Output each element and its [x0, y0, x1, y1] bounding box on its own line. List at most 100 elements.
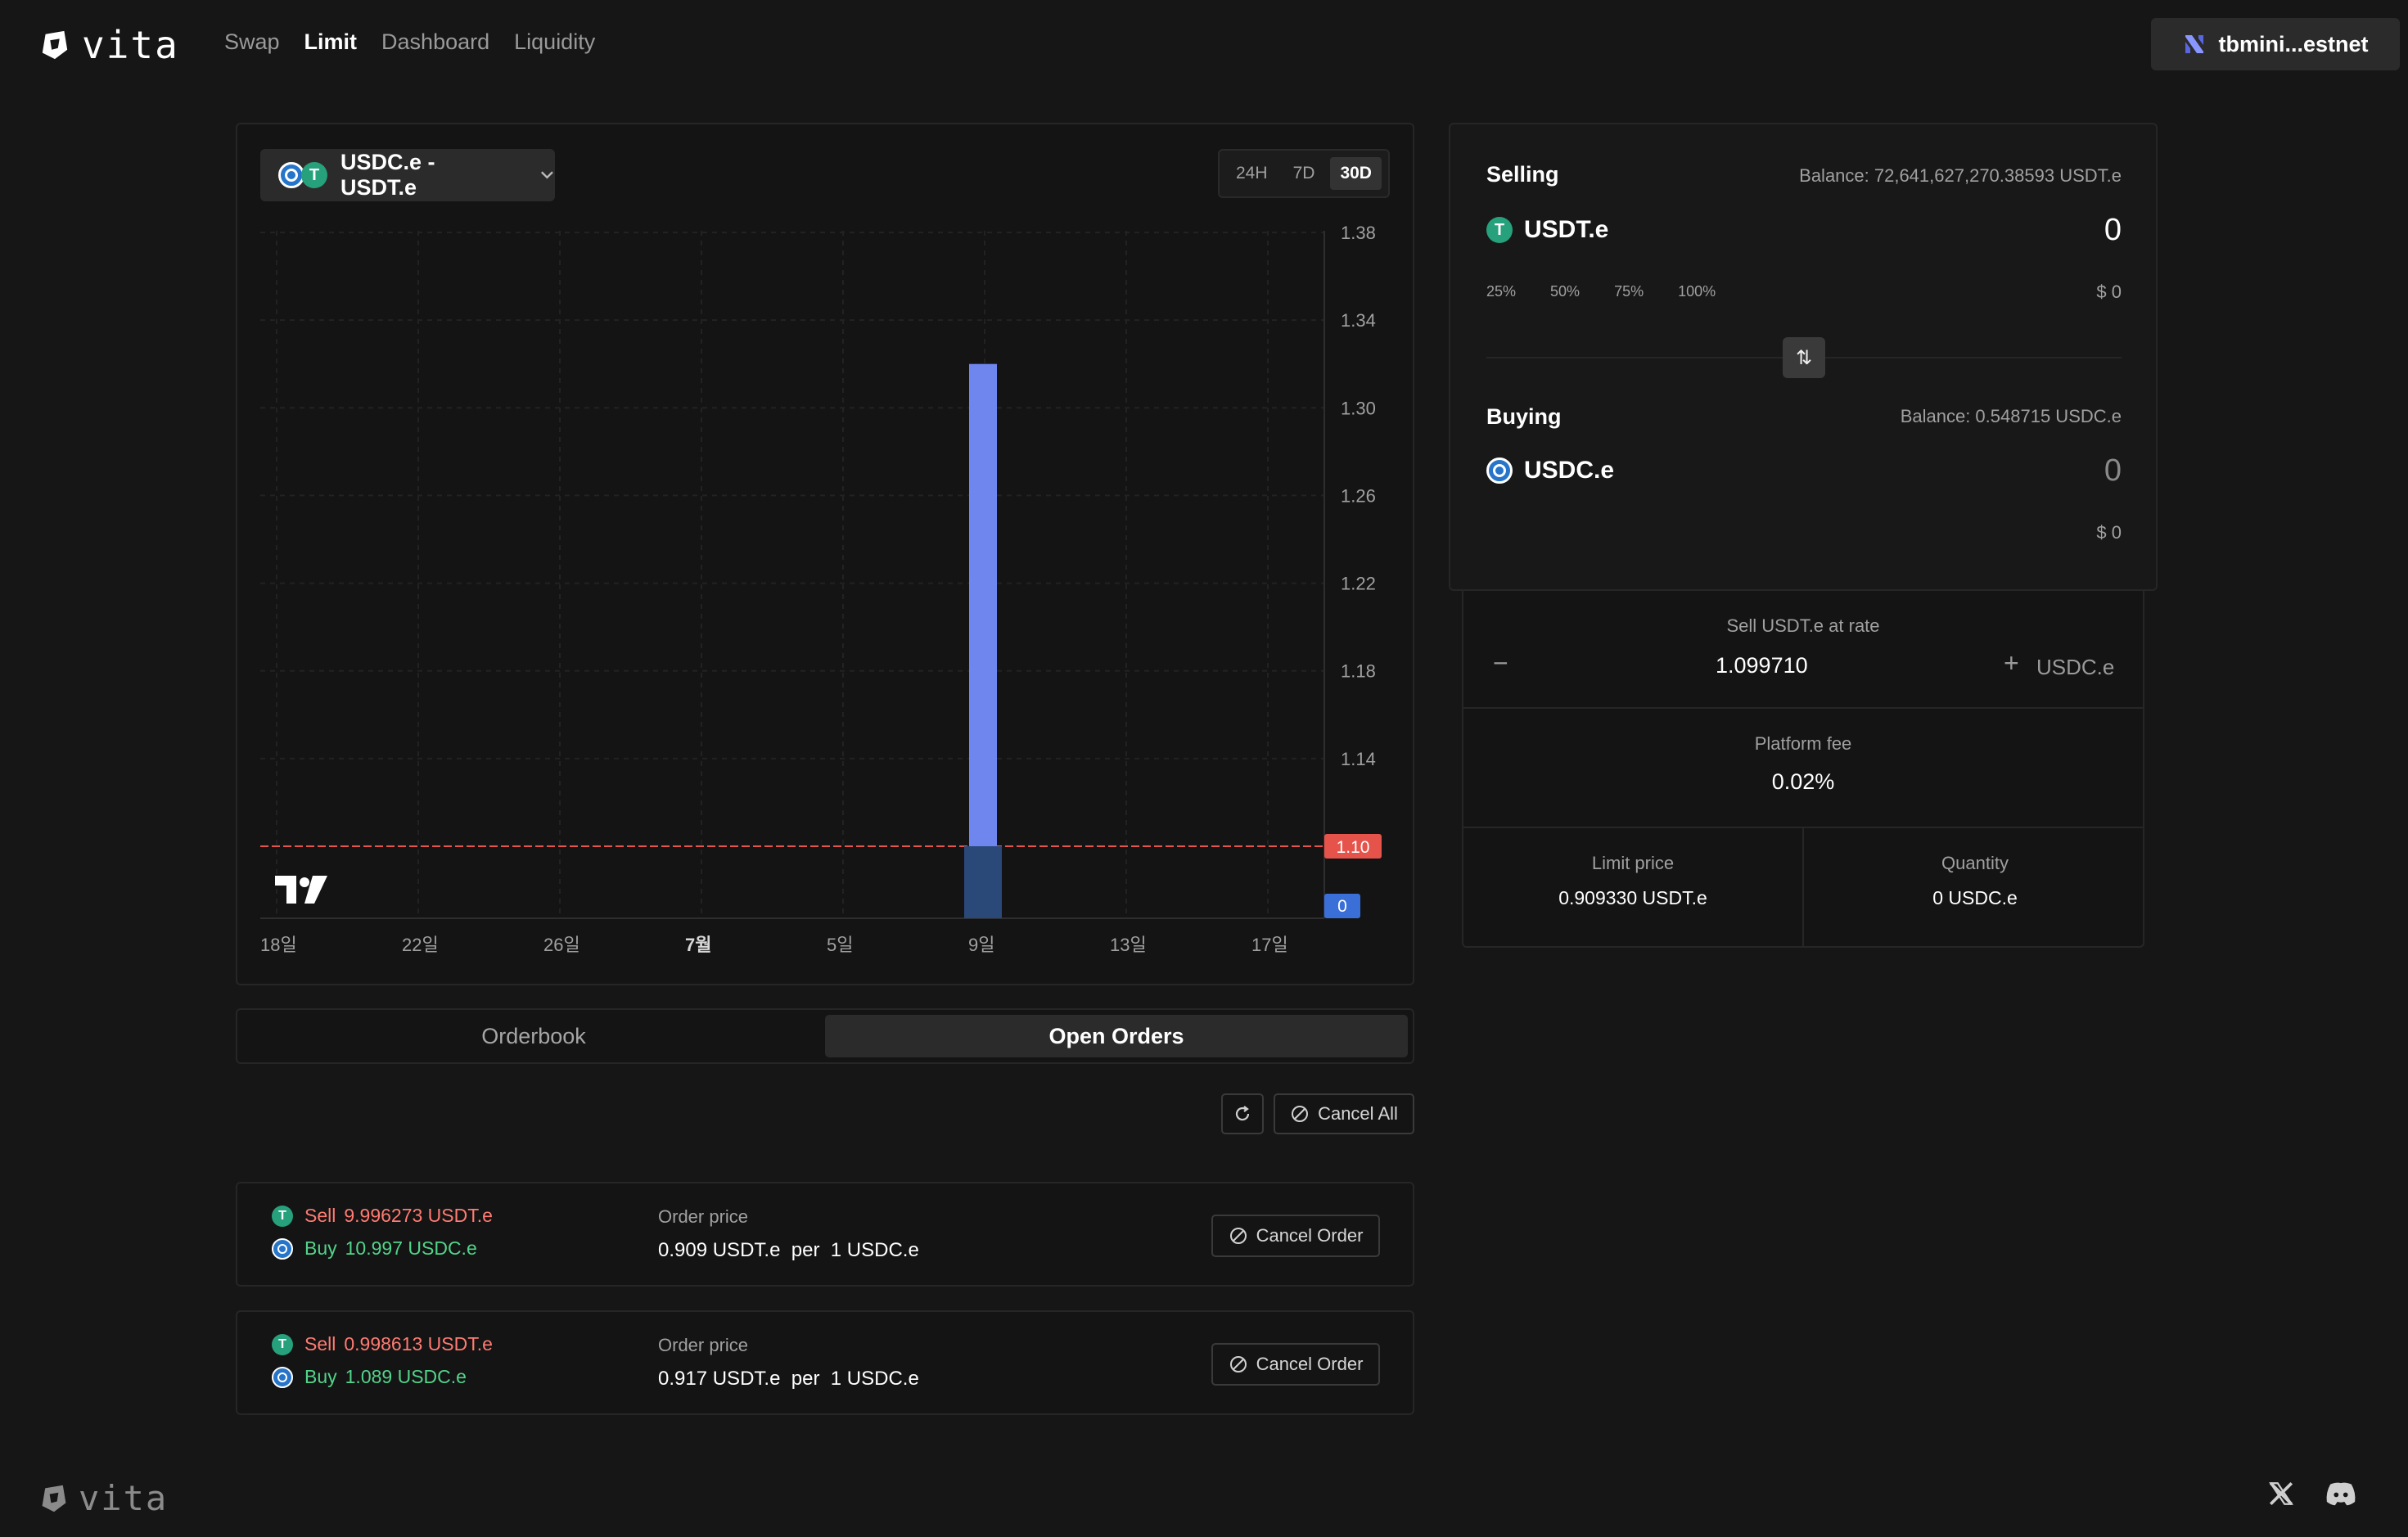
usdt-icon: T [1486, 217, 1513, 243]
y-tick-label: 1.38 [1341, 223, 1376, 243]
wallet-button[interactable]: tbmini...estnet [2151, 18, 2400, 70]
price-chart[interactable]: 1.38 1.34 1.30 1.26 1.22 1.18 1.14 1.10 0 18일 22일 2… [260, 214, 1390, 967]
buying-token-name: USDC.e [1524, 457, 1615, 484]
order-sell-amount: 9.996273 USDT.e [344, 1205, 493, 1226]
usdc-icon [272, 1366, 293, 1388]
x-tick-label: 22일 [402, 935, 439, 955]
ban-icon [1292, 1106, 1309, 1122]
selling-token-selector[interactable]: T USDT.e [1486, 216, 1608, 244]
ban-icon [1229, 1228, 1247, 1244]
order-sell-amount: 0.998613 USDT.e [344, 1333, 493, 1354]
cancel-order-button[interactable]: Cancel Order [1211, 1215, 1380, 1257]
cancel-order-label: Cancel Order [1256, 1225, 1364, 1246]
quantity-value: 0 USDC.e [1932, 887, 2018, 908]
x-tick-label: 18일 [260, 935, 297, 955]
current-price-tag [1324, 834, 1382, 859]
volume-tag-label: 0 [1337, 897, 1347, 916]
range-24h[interactable]: 24H [1236, 164, 1268, 183]
selling-label: Selling [1486, 162, 1559, 187]
rate-increase-button[interactable]: + [2004, 648, 2019, 678]
refresh-button[interactable] [1221, 1093, 1264, 1134]
buying-label: Buying [1486, 404, 1562, 429]
chart-panel [236, 123, 1414, 985]
selling-balance[interactable]: Balance: 72,641,627,270.38593 USDT.e [1799, 165, 2122, 186]
network-logo-icon [2185, 35, 2204, 53]
main-nav: Swap Limit Dashboard Liquidity [224, 29, 595, 55]
nav-swap[interactable]: Swap [224, 29, 280, 54]
rate-decrease-button[interactable]: − [1493, 648, 1508, 678]
percent-25-button[interactable]: 25% [1486, 283, 1517, 300]
chevron-down-icon [541, 171, 554, 179]
buying-amount-input[interactable]: 0 [2104, 453, 2122, 488]
usdt-icon: T [272, 1205, 293, 1227]
selling-usd-value: $ 0 [2096, 282, 2122, 302]
buying-token-selector[interactable]: USDC.e [1486, 457, 1614, 485]
order-price-label: Order price [658, 1206, 749, 1227]
fee-value: 0.02% [1771, 769, 1835, 794]
limit-price-value: 0.909330 USDT.e [1558, 887, 1707, 908]
volume-tag [1324, 894, 1360, 918]
switch-direction-button[interactable]: ⇅ [1783, 337, 1825, 378]
y-tick-label: 1.18 [1341, 661, 1376, 682]
order-buy-word: Buy [304, 1366, 337, 1387]
x-tick-label: 5일 [827, 935, 853, 955]
tab-orderbook[interactable]: Orderbook [481, 1023, 586, 1048]
x-tick-label: 17일 [1251, 935, 1288, 955]
column-divider [1802, 827, 1804, 948]
x-twitter-icon[interactable] [2267, 1480, 2295, 1508]
x-tick-label: 26일 [543, 935, 580, 955]
discord-icon[interactable] [2325, 1480, 2357, 1508]
nav-limit[interactable]: Limit [304, 29, 358, 54]
order-sell-word: Sell [304, 1333, 336, 1354]
rate-input[interactable]: 1.099710 [1716, 653, 1808, 678]
order-buy-amount: 1.089 USDC.e [345, 1366, 467, 1387]
vita-logo-icon [42, 30, 68, 60]
open-order-row: T Sell 0.998613 USDT.e Buy 1.089 USDC.e … [236, 1310, 1414, 1415]
range-7d[interactable]: 7D [1292, 164, 1315, 183]
swap-arrows-icon: ⇅ [1795, 346, 1813, 369]
rate-label: Sell USDT.e at rate [1726, 615, 1880, 636]
percent-75-button[interactable]: 75% [1614, 283, 1644, 300]
wallet-label: tbmini...estnet [2218, 31, 2369, 56]
trade-panel: Selling Balance: 72,641,627,270.38593 US… [1449, 123, 2158, 591]
vita-logo-icon [42, 1485, 66, 1512]
y-tick-label: 1.30 [1341, 398, 1376, 418]
order-price-label: Order price [658, 1335, 749, 1355]
order-summary-panel: Sell USDT.e at rate − 1.099710 + USDC.e … [1462, 591, 2144, 948]
percent-shortcuts: 25% 50% 75% 100% [1486, 283, 1716, 300]
selling-amount-input[interactable]: 0 [2104, 213, 2122, 247]
percent-50-button[interactable]: 50% [1550, 283, 1581, 300]
footer-logo[interactable]: vita [39, 1481, 168, 1516]
x-tick-label: 13일 [1110, 935, 1147, 955]
usdt-icon: T [272, 1333, 293, 1355]
nav-dashboard[interactable]: Dashboard [381, 29, 490, 54]
y-tick-label: 1.34 [1341, 310, 1376, 331]
section-divider [1463, 707, 2143, 709]
usdc-icon [1486, 457, 1513, 484]
nav-liquidity[interactable]: Liquidity [514, 29, 596, 54]
pair-label: USDC.e - USDT.e [340, 150, 435, 200]
cancel-all-label: Cancel All [1318, 1103, 1398, 1124]
percent-100-button[interactable]: 100% [1678, 283, 1716, 300]
limit-price-label: Limit price [1591, 853, 1675, 873]
rate-unit: USDC.e [2036, 655, 2115, 679]
fee-label: Platform fee [1754, 733, 1852, 754]
range-30d[interactable]: 30D [1330, 157, 1382, 190]
brand-logo[interactable]: vita [39, 26, 179, 64]
order-buy-word: Buy [304, 1237, 337, 1259]
tab-open-orders[interactable]: Open Orders [825, 1015, 1408, 1057]
order-sell-word: Sell [304, 1205, 336, 1226]
volume-bar [964, 846, 1002, 918]
y-tick-label: 1.26 [1341, 485, 1376, 506]
usdc-icon [278, 162, 304, 188]
pair-selector[interactable]: T USDC.e - USDT.e [260, 149, 555, 201]
cancel-order-button[interactable]: Cancel Order [1211, 1343, 1380, 1386]
cancel-all-button[interactable]: Cancel All [1274, 1093, 1414, 1134]
cancel-order-label: Cancel Order [1256, 1354, 1364, 1374]
order-price-value: 0.909 USDT.e per 1 USDC.e [658, 1239, 919, 1261]
tradingview-logo-icon [275, 876, 327, 904]
price-bar [969, 363, 997, 846]
open-order-row: T Sell 9.996273 USDT.e Buy 10.997 USDC.e… [236, 1182, 1414, 1287]
order-price-value: 0.917 USDT.e per 1 USDC.e [658, 1368, 919, 1390]
y-tick-label: 1.22 [1341, 574, 1376, 594]
